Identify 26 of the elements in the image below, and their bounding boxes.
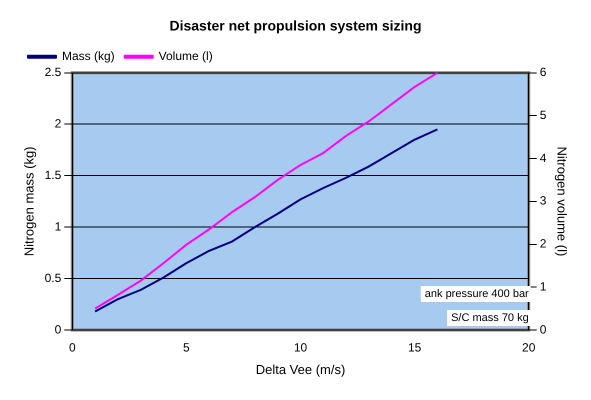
y-tick-label: 0.5 bbox=[44, 270, 62, 285]
x-tick-label: 10 bbox=[294, 340, 308, 355]
y2-tick-label: 0 bbox=[540, 322, 547, 336]
x-axis-title: Delta Vee (m/s) bbox=[256, 362, 346, 377]
x-tick-label: 20 bbox=[522, 340, 536, 355]
y2-tick-label: 2 bbox=[540, 236, 547, 251]
x-tick-label: 15 bbox=[408, 340, 422, 355]
y2-tick-label: 6 bbox=[540, 65, 547, 80]
legend-label: Volume (l) bbox=[158, 49, 213, 64]
legend-label: Mass (kg) bbox=[62, 49, 115, 64]
y-tick-label: 0 bbox=[54, 322, 62, 336]
y-axis-title: Nitrogen mass (kg) bbox=[21, 146, 36, 256]
x-tick-label: 0 bbox=[68, 340, 76, 355]
y2-tick-label: 3 bbox=[540, 194, 547, 208]
y-tick-label: 2.5 bbox=[44, 65, 62, 80]
y-tick-label: 2 bbox=[54, 116, 62, 131]
y2-axis-title: Nitrogen volume (l) bbox=[554, 146, 570, 256]
annotation: S/C mass 70 kg bbox=[451, 312, 529, 324]
annotation: ank pressure 400 bar bbox=[424, 288, 530, 300]
x-tick-label: 5 bbox=[183, 340, 190, 355]
y2-tick-label: 1 bbox=[540, 279, 547, 294]
y-tick-label: 1 bbox=[54, 219, 62, 234]
y2-tick-label: 4 bbox=[540, 150, 547, 165]
y2-tick-label: 5 bbox=[540, 108, 547, 122]
y-tick-label: 1.5 bbox=[44, 168, 62, 182]
chart-title: Disaster net propulsion system sizing bbox=[169, 17, 422, 34]
